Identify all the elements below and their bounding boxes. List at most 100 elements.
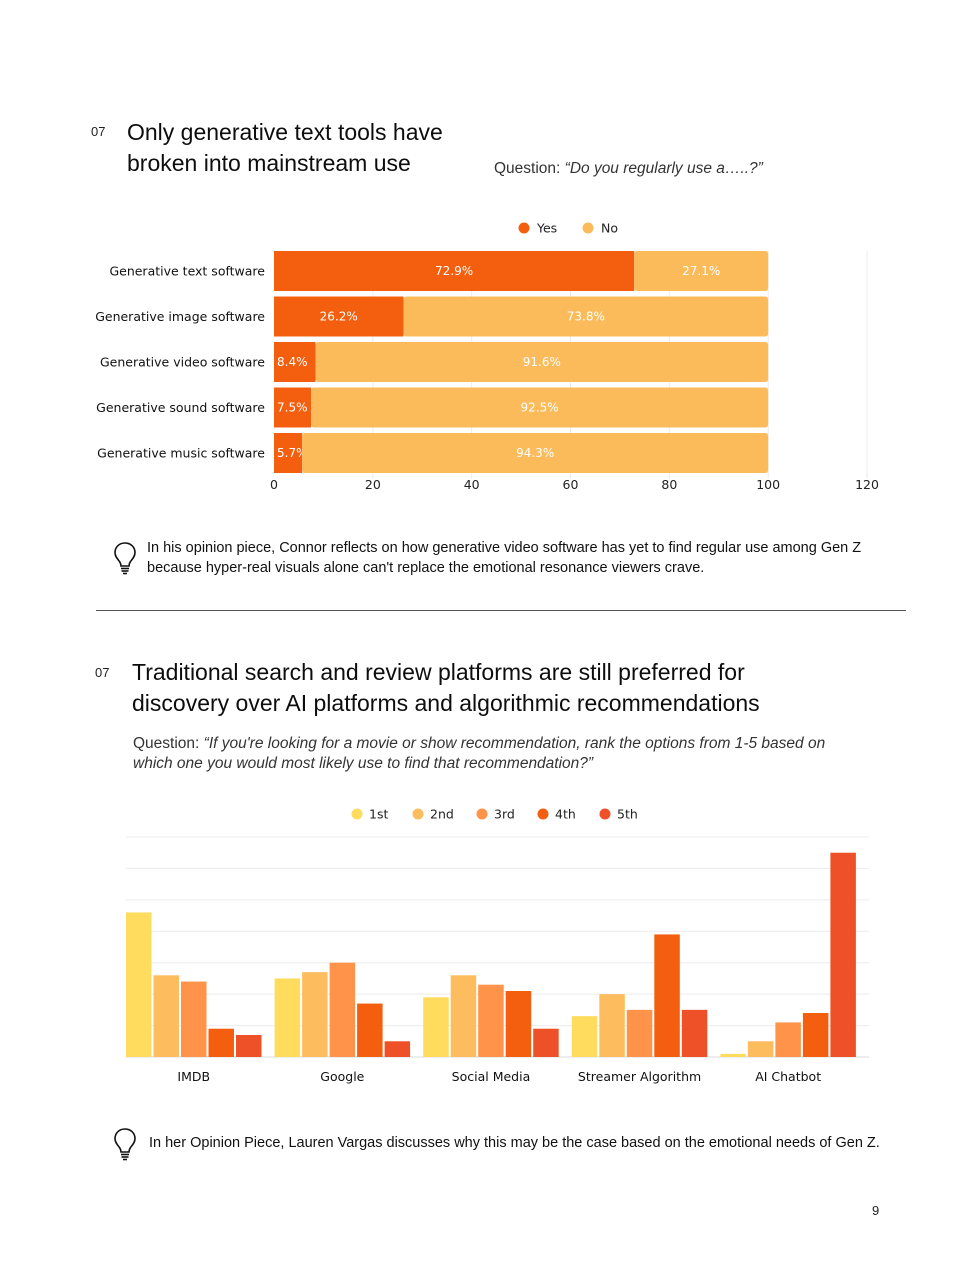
bar-3rd-imdb <box>181 981 207 1057</box>
bar-2nd-imdb <box>153 975 179 1057</box>
x-tick-label: 120 <box>855 477 879 492</box>
bar-2nd-streamer-algorithm <box>599 994 625 1057</box>
bar-5th-google <box>384 1041 411 1057</box>
legend-marker-2nd <box>412 808 424 820</box>
section-2-question: Question: “If you're looking for a movie… <box>133 734 933 774</box>
section-2-question-line-1: “If you're looking for a movie or show r… <box>203 735 826 752</box>
bar-5th-imdb <box>236 1035 262 1057</box>
legend-marker-1st <box>351 808 363 820</box>
category-label: Social Media <box>452 1069 531 1084</box>
bar-no <box>311 387 769 428</box>
data-label-no: 27.1% <box>682 264 720 278</box>
data-label-yes: 8.4% <box>277 355 308 369</box>
data-label-yes: 5.7% <box>277 446 308 460</box>
adoption-chart-legend: Yes No <box>518 221 618 236</box>
category-label: Generative image software <box>95 309 265 324</box>
bar-4th-google <box>357 1003 383 1057</box>
bar-1st-social-media <box>423 997 449 1057</box>
data-label-yes: 26.2% <box>320 310 358 324</box>
section-1-title: Only generative text tools have broken i… <box>127 117 443 179</box>
bar-5th-streamer-algorithm <box>681 1009 708 1057</box>
adoption-chart-x-ticks: 0 20 40 60 80 100 120 <box>270 477 879 492</box>
section-2-question-line-2: which one you would most likely use to f… <box>133 755 594 772</box>
section-1-question-prefix: Question: <box>494 160 565 177</box>
category-label: IMDB <box>177 1069 210 1084</box>
x-tick-label: 60 <box>563 477 579 492</box>
bar-1st-imdb <box>126 912 152 1057</box>
section-divider <box>96 610 906 611</box>
section-1-note: In his opinion piece, Connor reflects on… <box>147 540 862 576</box>
section-2-title-line-2: discovery over AI platforms and algorith… <box>132 690 760 716</box>
legend-marker-yes <box>518 222 530 234</box>
bar-1st-streamer-algorithm <box>571 1016 598 1057</box>
adoption-chart: Yes No 72.9% 27.1% 26.2% 73.8% 8.4% 91.6% 7.5% 9… <box>95 221 879 493</box>
ranking-chart-bars <box>126 852 856 1057</box>
bar-2nd-ai-chatbot <box>747 1041 774 1057</box>
legend-marker-no <box>582 222 594 234</box>
legend-label-4th: 4th <box>555 807 576 822</box>
data-label-no: 73.8% <box>567 310 605 324</box>
bar-1st-google <box>274 978 301 1057</box>
section-1-question-text: “Do you regularly use a…..?” <box>564 160 763 177</box>
legend-marker-3rd <box>476 808 488 820</box>
category-label: Generative text software <box>109 264 265 279</box>
adoption-chart-category-labels: Generative text software Generative image… <box>95 264 265 461</box>
section-1-title-line-1: Only generative text tools have <box>127 119 443 145</box>
adoption-chart-bars: 72.9% 27.1% 26.2% 73.8% 8.4% 91.6% 7.5% 92.5% 5.… <box>274 251 769 473</box>
legend-label-no: No <box>601 221 618 236</box>
section-2-number: 07 <box>95 665 110 680</box>
bar-no <box>315 342 769 382</box>
section-2-title-line-1: Traditional search and review platforms … <box>132 659 745 685</box>
category-label: Generative music software <box>97 446 265 461</box>
category-label: Streamer Algorithm <box>578 1069 701 1084</box>
section-2-lightbulb-icon <box>112 1126 138 1162</box>
section-1-question: Question: “Do you regularly use a…..?” <box>494 159 763 179</box>
data-label-no: 94.3% <box>516 446 554 460</box>
ranking-chart-legend: 1st 2nd 3rd 4th 5th <box>351 807 638 822</box>
legend-label-yes: Yes <box>536 221 557 236</box>
legend-marker-4th <box>537 808 549 820</box>
bar-3rd-google <box>329 962 356 1057</box>
bar-4th-social-media <box>505 991 532 1057</box>
data-label-yes: 7.5% <box>277 401 308 415</box>
data-label-yes: 72.9% <box>435 264 473 278</box>
legend-label-1st: 1st <box>369 807 388 822</box>
data-label-no: 91.6% <box>523 355 561 369</box>
legend-label-2nd: 2nd <box>430 807 454 822</box>
section-2-question-prefix: Question: <box>133 735 204 752</box>
x-tick-label: 100 <box>756 477 780 492</box>
legend-label-5th: 5th <box>617 807 638 822</box>
section-1-title-line-2: broken into mainstream use <box>127 150 411 176</box>
category-label: Generative video software <box>100 355 265 370</box>
ranking-chart: 1st 2nd 3rd 4th 5th IMDB Google Social Media St… <box>126 807 869 1084</box>
section-2-note: In her Opinion Piece, Lauren Vargas disc… <box>149 1135 880 1151</box>
bar-yes <box>274 387 312 428</box>
bar-yes <box>274 251 635 291</box>
bar-yes <box>274 342 316 382</box>
category-label: Google <box>320 1069 364 1084</box>
bar-2nd-google <box>302 972 328 1057</box>
x-tick-label: 40 <box>464 477 480 492</box>
bar-1st-ai-chatbot <box>720 1053 746 1057</box>
bar-no <box>634 251 769 291</box>
data-label-no: 92.5% <box>521 401 559 415</box>
bar-2nd-social-media <box>450 975 477 1057</box>
section-1-lightbulb-icon <box>112 540 138 576</box>
ranking-chart-category-labels: IMDB Google Social Media Streamer Algorithm… <box>177 1069 821 1084</box>
bar-no <box>403 296 769 337</box>
x-tick-label: 80 <box>661 477 677 492</box>
bar-3rd-social-media <box>478 984 504 1057</box>
bar-yes <box>274 433 303 473</box>
bar-no <box>302 433 769 473</box>
bar-4th-streamer-algorithm <box>654 934 680 1057</box>
section-1-number: 07 <box>91 124 106 139</box>
legend-label-3rd: 3rd <box>494 807 515 822</box>
bar-4th-ai-chatbot <box>802 1013 829 1057</box>
bar-3rd-ai-chatbot <box>775 1022 801 1057</box>
category-label: Generative sound software <box>96 400 265 415</box>
bar-yes <box>274 296 404 337</box>
x-tick-label: 0 <box>270 477 278 492</box>
bar-5th-ai-chatbot <box>830 852 856 1057</box>
x-tick-label: 20 <box>365 477 381 492</box>
bar-4th-imdb <box>208 1028 234 1057</box>
